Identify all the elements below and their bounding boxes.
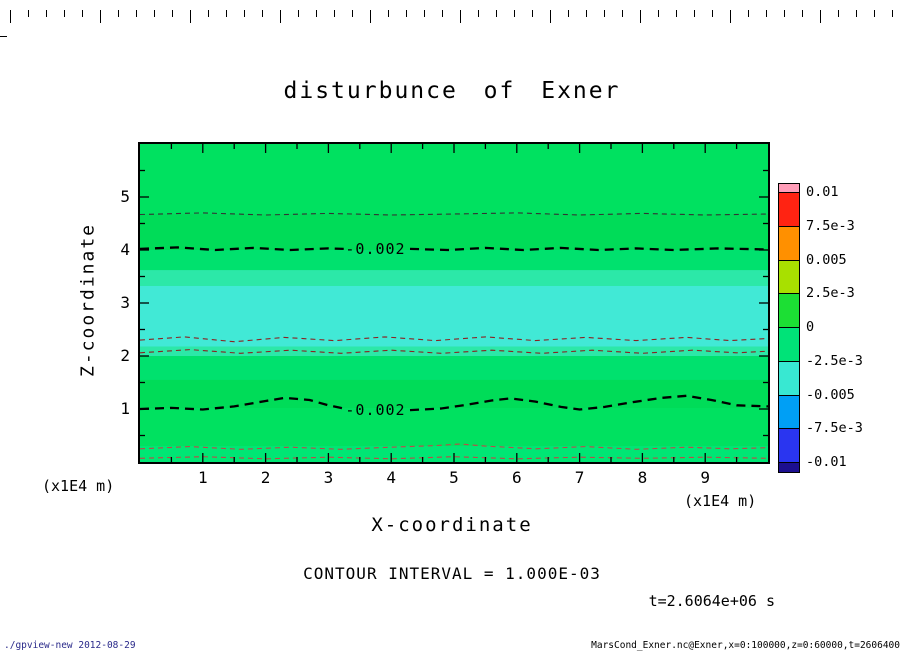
colorbar-segment [779,429,799,463]
contour-line [140,396,345,411]
fill-band [140,250,768,271]
x-tick-label: 7 [574,468,585,487]
contour-label: -0.002 [345,401,405,419]
left-edge-tick [0,36,7,37]
x-tick-label: 5 [449,468,459,487]
colorbar-tick-label: -7.5e-3 [806,420,863,437]
y-tick-label: 2 [120,346,130,365]
contour-line [140,443,768,450]
footer-source-text: MarsCond_Exner.nc@Exner,x=0:100000,z=0:6… [591,640,900,651]
x-axis-unit-label: (x1E4 m) [684,492,757,510]
x-tick-label: 2 [260,468,271,487]
x-tick-label: 1 [197,468,208,487]
fill-band [140,356,768,381]
contour-interval-label: CONTOUR INTERVAL = 1.000E-03 [303,564,601,583]
y-tick-label: 1 [120,399,130,418]
fill-band [140,407,768,447]
x-axis-title: X-coordinate [371,514,533,536]
colorbar-segment [779,328,799,362]
colorbar-segment [779,361,799,396]
colorbar-tick-label: 7.5e-3 [806,217,855,234]
colorbar-segment [779,463,799,472]
colorbar-tick-label: -0.005 [806,386,855,403]
contour-line [140,212,768,216]
x-tick-label: 3 [323,468,334,487]
contour-line [140,336,768,343]
top-ruler-major-ticks [10,10,894,23]
time-label: t=2.6064e+06 s [648,592,775,610]
contour-line [409,394,768,412]
colorbar-segment [779,226,799,261]
contour-line [140,349,768,354]
colorbar-tick-label: 0.005 [806,251,847,268]
colorbar [778,183,800,473]
contour-line [409,246,768,252]
y-tick-label: 4 [120,240,130,259]
colorbar-tick-label: 0.01 [806,184,839,200]
footer-command-text: ./gpview-new 2012-08-29 [4,640,136,651]
chart-title: disturbunce of Exner [283,78,621,104]
y-tick-label: 5 [120,187,130,206]
fill-band [140,346,768,357]
y-tick-label: 3 [120,293,130,312]
colorbar-tick-label: 2.5e-3 [806,285,855,302]
colorbar-tick-label: -2.5e-3 [806,352,863,369]
plot-canvas: -0.002 -0.002 [140,144,768,462]
x-tick-label: 8 [637,468,648,487]
fill-band [140,270,768,287]
contour-line [140,456,768,460]
contour-label: -0.002 [345,240,405,258]
colorbar-segment [779,294,799,328]
colorbar-segment [779,260,799,295]
y-axis-unit-label: (x1E4 m) [42,477,115,495]
x-tick-label: 9 [700,468,710,487]
colorbar-segments [779,184,799,472]
colorbar-tick-label: 0 [806,319,815,335]
contour-line [140,246,345,252]
fill-band [140,214,768,251]
plot-frame: -0.002 -0.002 [138,142,770,464]
fill-band [140,144,768,215]
colorbar-tick-label: -0.01 [806,454,847,470]
x-tick-label: 6 [511,468,522,487]
colorbar-segment [779,193,799,227]
colorbar-segment [779,184,799,193]
fill-band [140,379,768,409]
fill-band [140,286,768,347]
colorbar-segment [779,395,799,430]
x-tick-label: 4 [386,468,396,487]
